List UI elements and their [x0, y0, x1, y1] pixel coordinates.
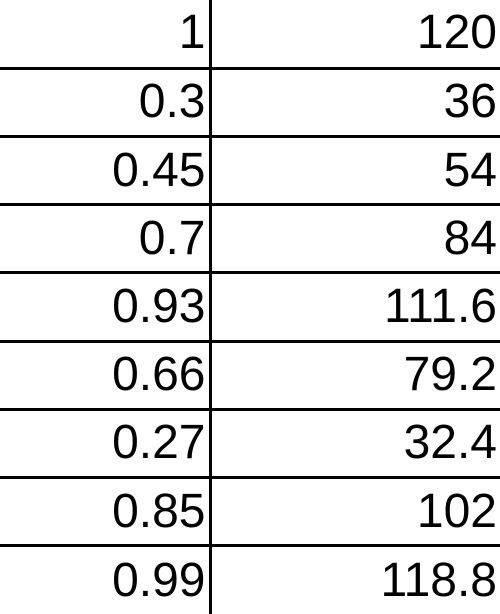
- table-row: 0.7 84: [0, 205, 500, 273]
- table-cell: 0.45: [0, 136, 210, 204]
- table: 1 120 0.3 36 0.45 54 0.7 84 0.93 111.6 0…: [0, 0, 500, 614]
- table-cell: 0.7: [0, 205, 210, 273]
- table-cell: 79.2: [210, 341, 500, 409]
- table-cell: 54: [210, 136, 500, 204]
- table-cell: 0.85: [0, 478, 210, 546]
- table-row: 0.66 79.2: [0, 341, 500, 409]
- table-cell: 0.93: [0, 273, 210, 341]
- table-row: 0.93 111.6: [0, 273, 500, 341]
- data-table: 1 120 0.3 36 0.45 54 0.7 84 0.93 111.6 0…: [0, 0, 500, 614]
- table-cell: 0.99: [0, 546, 210, 614]
- table-cell: 120: [210, 0, 500, 68]
- table-cell: 36: [210, 68, 500, 136]
- table-cell: 111.6: [210, 273, 500, 341]
- table-cell: 118.8: [210, 546, 500, 614]
- table-cell: 32.4: [210, 409, 500, 477]
- table-cell: 0.3: [0, 68, 210, 136]
- table-cell: 1: [0, 0, 210, 68]
- table-row: 1 120: [0, 0, 500, 68]
- table-cell: 0.66: [0, 341, 210, 409]
- table-row: 0.45 54: [0, 136, 500, 204]
- table-row: 0.3 36: [0, 68, 500, 136]
- table-cell: 0.27: [0, 409, 210, 477]
- table-row: 0.99 118.8: [0, 546, 500, 614]
- table-row: 0.85 102: [0, 478, 500, 546]
- table-cell: 102: [210, 478, 500, 546]
- table-cell: 84: [210, 205, 500, 273]
- table-row: 0.27 32.4: [0, 409, 500, 477]
